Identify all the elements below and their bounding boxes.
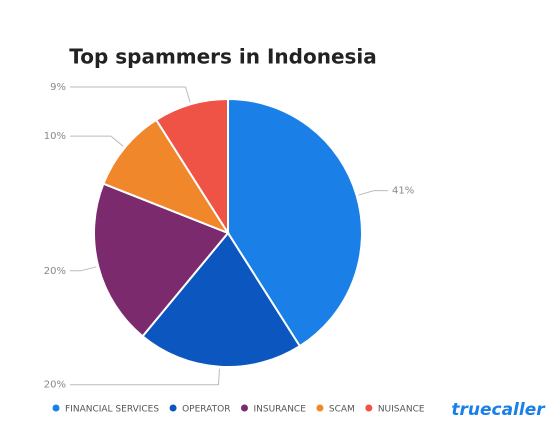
value-label: 20% xyxy=(44,266,66,277)
leader-line xyxy=(358,190,388,196)
value-label: 10% xyxy=(44,131,66,142)
leader-line xyxy=(70,266,97,272)
legend-marker xyxy=(169,404,177,412)
legend-label: FINANCIAL SERVICES xyxy=(65,405,159,415)
leader-line xyxy=(70,368,220,386)
legend-marker xyxy=(316,404,324,412)
leader-line xyxy=(70,86,191,103)
legend-label: SCAM xyxy=(329,405,355,415)
legend-label: NUISANCE xyxy=(378,405,425,415)
legend-label: OPERATOR xyxy=(182,405,230,415)
pie-slice xyxy=(141,231,302,368)
value-label: 41% xyxy=(392,186,414,197)
pie-slice xyxy=(102,118,231,236)
value-label: 9% xyxy=(50,82,66,93)
legend-marker xyxy=(52,404,60,412)
legend-marker xyxy=(240,404,248,412)
brand-logo: truecaller xyxy=(451,400,546,420)
value-label: 20% xyxy=(44,380,66,391)
chart-title: Top spammers in Indonesia xyxy=(69,45,377,69)
legend-label: INSURANCE xyxy=(253,405,306,415)
leader-line xyxy=(70,135,124,147)
pie-slice xyxy=(154,97,229,237)
legend-marker xyxy=(365,404,373,412)
pie-slice xyxy=(93,182,230,338)
